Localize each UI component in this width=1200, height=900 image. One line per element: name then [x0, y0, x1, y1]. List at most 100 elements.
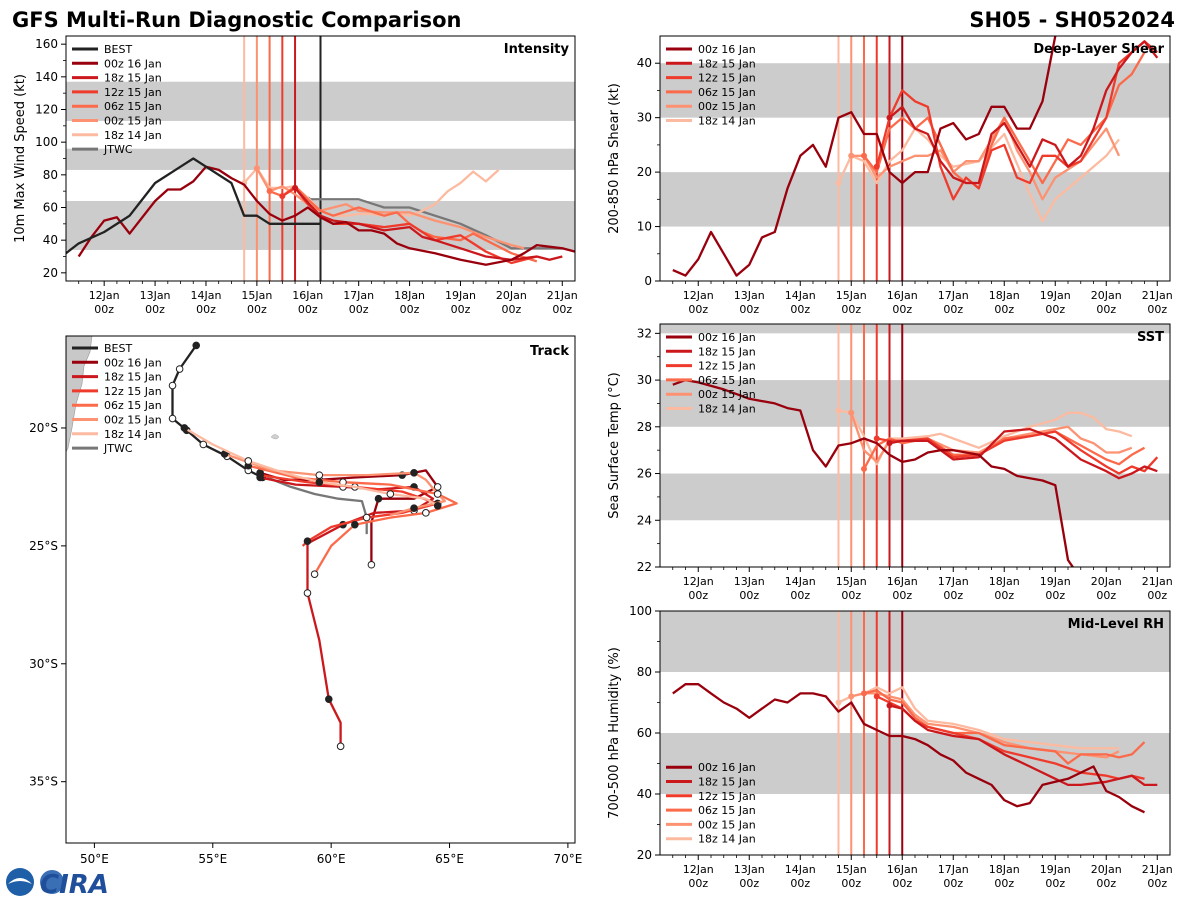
- track-point-18z-15-jan: [336, 742, 345, 751]
- cira-logo: CIRA: [6, 868, 109, 900]
- track-point-18z-14-jan: [433, 501, 442, 510]
- rh-ytick-label: 40: [637, 787, 652, 801]
- shear-xtick-label-hour: 00z: [1096, 303, 1116, 316]
- track-frame: [65, 335, 576, 844]
- shear-ytick-label: 0: [644, 274, 652, 288]
- shear-xtick-label-hour: 00z: [994, 303, 1014, 316]
- sst-init-point-18z-14-jan: [835, 407, 842, 414]
- rh-xtick-label-day: 18Jan: [989, 863, 1020, 876]
- sst-xtick-label-day: 12Jan: [683, 575, 714, 588]
- intensity-xtick-label-hour: 00z: [247, 303, 267, 316]
- rh-series-18z-14-jan: [838, 686, 1119, 750]
- track-point-00z-15-jan: [410, 468, 418, 477]
- shear-xtick-label-hour: 00z: [943, 303, 963, 316]
- sst-init-point-12z-15-jan: [873, 435, 880, 442]
- rh-xtick-label-hour: 00z: [1045, 877, 1065, 890]
- shear-ytick-label: 30: [637, 111, 652, 125]
- intensity-series-best: [66, 157, 321, 255]
- shear-xtick-label-day: 21Jan: [1142, 289, 1173, 302]
- sst-panel: 22242628303212Jan00z13Jan00z14Jan00z15Ja…: [607, 323, 1173, 602]
- track-point-00z-15-jan: [315, 471, 324, 479]
- shear-ytick-label: 40: [637, 56, 652, 70]
- track-point-18z-14-jan: [180, 424, 189, 432]
- track-legend-label-18z-14-jan: 18z 14 Jan: [104, 428, 162, 441]
- intensity-series-18z-14-jan: [243, 167, 500, 217]
- intensity-ytick-label: 120: [35, 103, 58, 117]
- rh-xtick-label-hour: 00z: [688, 877, 708, 890]
- rh-ytick-label: 100: [629, 604, 652, 618]
- intensity-xtick-label-day: 15Jan: [241, 289, 272, 302]
- track-ytick-label: 30°S: [29, 657, 58, 671]
- track-legend-label-06z-15-jan: 06z 15 Jan: [104, 399, 162, 412]
- shear-series-00z-16-jan: [672, 36, 1057, 277]
- sst-xtick-label-hour: 00z: [1147, 589, 1167, 602]
- track-legend-label-18z-15-jan: 18z 15 Jan: [104, 371, 162, 384]
- shear-init-point-12z-15-jan: [873, 163, 880, 170]
- rh-xtick-label-day: 14Jan: [785, 863, 816, 876]
- rh-xtick-label-day: 21Jan: [1142, 863, 1173, 876]
- intensity-xtick-label-hour: 00z: [552, 303, 572, 316]
- intensity-ytick-label: 80: [43, 168, 58, 182]
- intensity-xtick-label-day: 13Jan: [140, 289, 171, 302]
- sst-xtick-label-day: 21Jan: [1142, 575, 1173, 588]
- shear-xtick-label-day: 12Jan: [683, 289, 714, 302]
- track-xtick-label: 55°E: [198, 852, 227, 866]
- intensity-init-point-06z-15-jan: [266, 188, 273, 195]
- rh-xtick-label-day: 16Jan: [887, 863, 918, 876]
- shear-plot-area: [660, 36, 1170, 281]
- intensity-legend-label-18z-15-jan: 18z 15 Jan: [104, 72, 162, 85]
- track-xtick-label: 60°E: [317, 852, 346, 866]
- noaa-logo-icon: [6, 868, 34, 896]
- track-point-best: [168, 381, 177, 390]
- shear-legend-label-12z-15-jan: 12z 15 Jan: [698, 72, 756, 85]
- rh-xtick-label-hour: 00z: [892, 877, 912, 890]
- intensity-ytick-label: 140: [35, 70, 58, 84]
- shear-ylabel: 200-850 hPa Shear (kt): [607, 83, 622, 234]
- rh-plot-area: [660, 611, 1170, 855]
- track-point-06z-15-jan: [310, 570, 319, 578]
- figure-title-right: SH05 - SH052024: [969, 8, 1175, 32]
- track-xtick-label: 65°E: [435, 852, 464, 866]
- sst-xtick-label-day: 15Jan: [836, 575, 867, 588]
- rh-xtick-label-hour: 00z: [943, 877, 963, 890]
- intensity-xtick-label-hour: 00z: [145, 303, 165, 316]
- shear-legend-label-00z-15-jan: 00z 15 Jan: [698, 100, 756, 113]
- sst-ytick-label: 26: [637, 467, 652, 481]
- sst-legend-label-06z-15-jan: 06z 15 Jan: [698, 374, 756, 387]
- sst-series-00z-16-jan: [672, 378, 1075, 567]
- cira-globe-icon: [40, 870, 64, 894]
- sst-legend-label-18z-15-jan: 18z 15 Jan: [698, 345, 756, 358]
- rh-init-point-18z-14-jan: [835, 699, 842, 706]
- rh-legend-label-18z-14-jan: 18z 14 Jan: [698, 833, 756, 846]
- track-point-18z-14-jan: [386, 490, 395, 498]
- sst-xtick-label-day: 14Jan: [785, 575, 816, 588]
- sst-ytick-label: 28: [637, 420, 652, 434]
- intensity-legend-label-06z-15-jan: 06z 15 Jan: [104, 100, 162, 113]
- intensity-xtick-label-hour: 00z: [349, 303, 369, 316]
- track-legend-label-00z-16-jan: 00z 16 Jan: [104, 356, 162, 369]
- shear-xtick-label-hour: 00z: [688, 303, 708, 316]
- shear-band: [660, 172, 1170, 227]
- sst-xtick-label-hour: 00z: [1045, 589, 1065, 602]
- sst-xtick-label-hour: 00z: [790, 589, 810, 602]
- rh-band: [660, 611, 1170, 672]
- shear-xtick-label-day: 17Jan: [938, 289, 969, 302]
- intensity-ytick-label: 100: [35, 135, 58, 149]
- rh-ytick-label: 80: [637, 665, 652, 679]
- track-point-best: [175, 365, 184, 373]
- rh-legend-label-00z-15-jan: 00z 15 Jan: [698, 818, 756, 831]
- sst-xtick-label-day: 20Jan: [1091, 575, 1122, 588]
- intensity-legend-label-18z-14-jan: 18z 14 Jan: [104, 129, 162, 142]
- track-point-12z-15-jan: [362, 513, 371, 522]
- intensity-xtick-label-day: 19Jan: [445, 289, 476, 302]
- track-point-00z-16-jan: [367, 560, 376, 569]
- track-point-18z-14-jan: [315, 478, 324, 487]
- track-xtick-label: 50°E: [80, 852, 109, 866]
- track-point-best: [192, 341, 201, 350]
- shear-legend-label-18z-14-jan: 18z 14 Jan: [698, 115, 756, 128]
- rh-ytick-label: 60: [637, 726, 652, 740]
- sst-xtick-label-hour: 00z: [841, 589, 861, 602]
- sst-xtick-label-hour: 00z: [739, 589, 759, 602]
- intensity-xtick-label-day: 14Jan: [190, 289, 221, 302]
